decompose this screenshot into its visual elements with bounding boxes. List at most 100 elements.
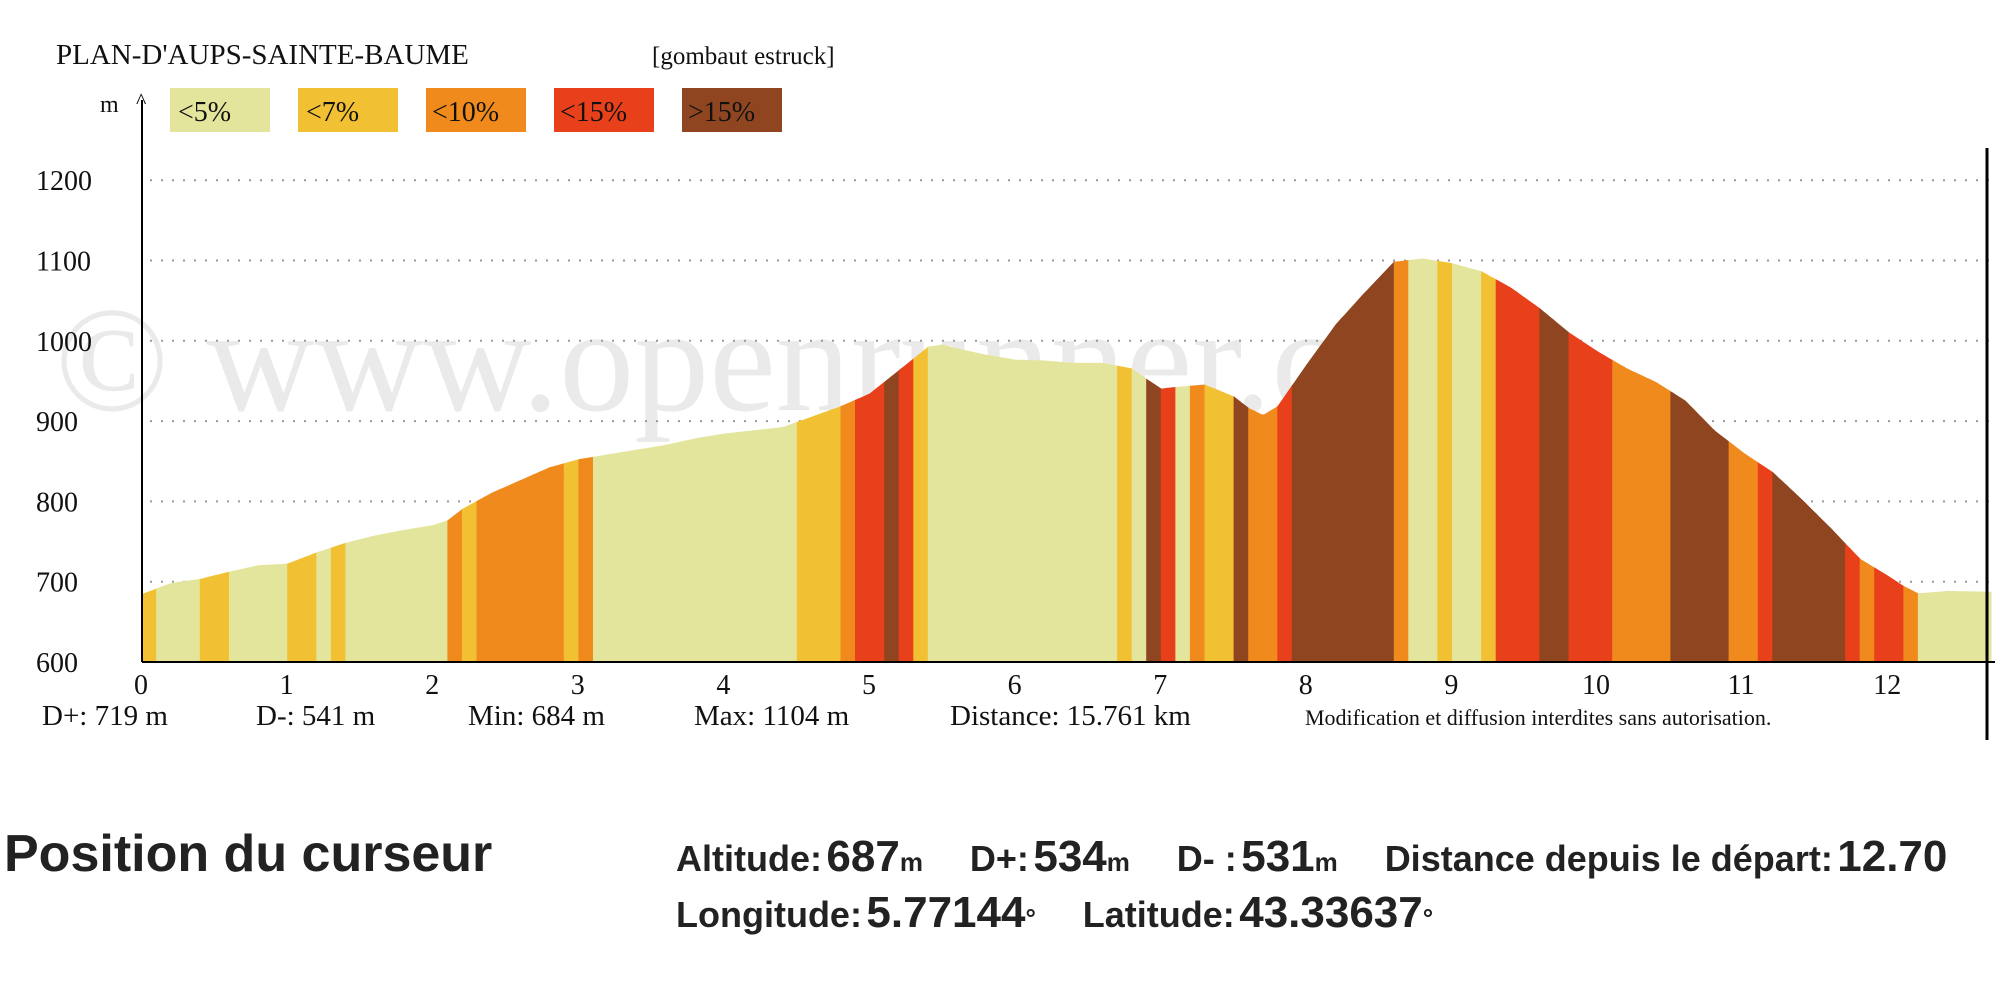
slope-band: [1757, 462, 1774, 663]
slope-band: [1539, 307, 1570, 663]
stat-max: Max: 1104 m: [694, 700, 850, 732]
altitude-value: 687: [826, 832, 900, 881]
slope-band: [1393, 260, 1410, 663]
legend-label-lt5: <5%: [178, 97, 231, 128]
x-tick-label: 10: [1582, 670, 1610, 701]
y-tick-label: 700: [36, 568, 78, 599]
stat-dminus: D-: 541 m: [256, 700, 376, 732]
slope-band: [141, 588, 158, 663]
slope-band: [855, 381, 885, 663]
longitude-label: Longitude:: [676, 894, 862, 935]
route-author: [gombaut estruck]: [652, 43, 835, 70]
slope-band: [447, 508, 463, 663]
slope-band: [1845, 543, 1861, 663]
x-tick-label: 7: [1153, 670, 1167, 701]
slope-band: [287, 552, 318, 663]
route-title: PLAN-D'AUPS-SAINTE-BAUME: [56, 39, 469, 71]
slope-band: [1131, 368, 1147, 663]
x-tick-label: 8: [1299, 670, 1313, 701]
slope-band: [1481, 271, 1497, 663]
slope-band: [1859, 558, 1875, 663]
y-tick-label: 1100: [36, 247, 91, 278]
legend-label-gt15: >15%: [688, 97, 755, 128]
slope-band: [898, 358, 915, 663]
distance-from-start-value: 12.70: [1837, 832, 1948, 881]
latitude-unit: °: [1422, 903, 1434, 933]
stat-notice: Modification et diffusion interdites san…: [1305, 705, 1771, 730]
latitude-label: Latitude:: [1082, 894, 1235, 935]
slope-band: [461, 500, 478, 663]
slope-band: [1204, 384, 1235, 663]
elevation-profile-chart: © www.openrunner.co 60070080090010001100…: [36, 39, 1995, 740]
altitude-label: Altitude:: [676, 838, 822, 879]
x-tick-label: 9: [1444, 670, 1458, 701]
legend-swatch-lt10: [426, 88, 526, 132]
distance-from-start-label: Distance depuis le départ:: [1384, 838, 1833, 879]
slope-band: [1495, 279, 1541, 663]
cursor-position-panel: Position du curseur Altitude: 687m D+: 5…: [0, 820, 2000, 980]
slope-band: [563, 459, 580, 663]
legend-label-lt10: <10%: [432, 97, 499, 128]
stat-dplus: D+: 719 m: [42, 700, 168, 732]
slope-band: [884, 369, 900, 663]
slope-band: [593, 421, 798, 663]
slope-band: [316, 547, 332, 663]
cursor-dminus-unit: m: [1314, 847, 1338, 877]
slope-legend: <5% <7% <10% <15% >15%: [170, 88, 782, 132]
slope-band: [913, 346, 929, 663]
slope-band: [1437, 260, 1453, 663]
slope-band: [578, 456, 594, 663]
cursor-dplus-unit: m: [1106, 847, 1130, 877]
slope-band: [1233, 396, 1249, 663]
cursor-dplus-label: D+:: [969, 838, 1029, 879]
slope-band: [1612, 359, 1672, 663]
legend-label-lt7: <7%: [306, 97, 359, 128]
slope-band: [1175, 385, 1191, 663]
slope-band: [345, 520, 449, 663]
y-tick-label: 1000: [36, 327, 92, 358]
slope-band: [476, 463, 565, 663]
longitude-value: 5.77144: [866, 888, 1026, 937]
y-tick-label: 1200: [36, 166, 92, 197]
x-tick-label: 12: [1873, 670, 1901, 701]
slope-band: [1903, 585, 1919, 663]
slope-band: [1189, 384, 1206, 663]
x-tick-label: 4: [716, 670, 730, 701]
cursor-dminus-label: D- :: [1176, 838, 1237, 879]
legend-swatch-gt15: [682, 88, 782, 132]
slope-band: [840, 399, 856, 663]
cursor-panel-title: Position du curseur: [4, 825, 493, 883]
latitude-value: 43.33637: [1239, 888, 1423, 937]
cursor-dplus-value: 534: [1033, 832, 1107, 881]
slope-band: [1452, 263, 1482, 663]
stat-distance: Distance: 15.761 km: [950, 700, 1191, 732]
slope-bands: [141, 258, 1992, 663]
y-tick-label: 900: [36, 407, 78, 438]
slope-band: [156, 578, 201, 663]
slope-band: [330, 542, 347, 663]
stat-min: Min: 684 m: [468, 700, 605, 732]
x-tick-label: 2: [425, 670, 439, 701]
slope-band: [796, 406, 842, 663]
slope-band: [1728, 441, 1759, 663]
x-axis-ticks: 0 1 2 3 4 5 6 7 8 9 10 11 12: [134, 670, 1901, 701]
cursor-row-1: Altitude: 687m D+: 534m D- : 531m Distan…: [676, 832, 1947, 882]
slope-band: [1917, 590, 1992, 663]
slope-band: [1277, 384, 1293, 663]
legend-swatch-lt15: [554, 88, 654, 132]
y-axis-arrow: ^: [136, 88, 147, 113]
slope-band: [1248, 405, 1279, 663]
slope-band: [1568, 332, 1613, 663]
slope-band: [1670, 391, 1730, 663]
altitude-unit: m: [899, 847, 923, 877]
x-tick-label: 3: [571, 670, 585, 701]
longitude-unit: °: [1025, 903, 1036, 933]
slope-band: [1117, 365, 1133, 663]
y-axis-ticks: 600 700 800 900 1000 1100 1200: [36, 166, 92, 679]
slope-band: [927, 344, 1118, 663]
y-tick-label: 800: [36, 487, 78, 518]
cursor-dminus-value: 531: [1241, 832, 1315, 881]
slope-band: [228, 563, 289, 663]
x-tick-label: 11: [1728, 670, 1755, 701]
cursor-row-2: Longitude: 5.77144° Latitude: 43.33637°: [676, 888, 1433, 938]
